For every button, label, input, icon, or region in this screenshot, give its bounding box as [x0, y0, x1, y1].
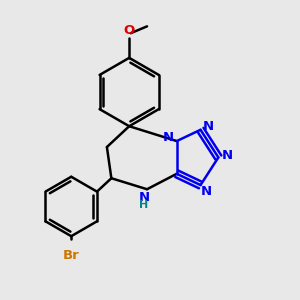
Text: N: N — [202, 120, 214, 133]
Text: Br: Br — [63, 249, 80, 262]
Text: N: N — [201, 184, 212, 197]
Text: O: O — [124, 24, 135, 37]
Text: N: N — [222, 149, 233, 162]
Text: H: H — [140, 200, 149, 210]
Text: N: N — [163, 131, 174, 144]
Text: N: N — [139, 191, 150, 204]
